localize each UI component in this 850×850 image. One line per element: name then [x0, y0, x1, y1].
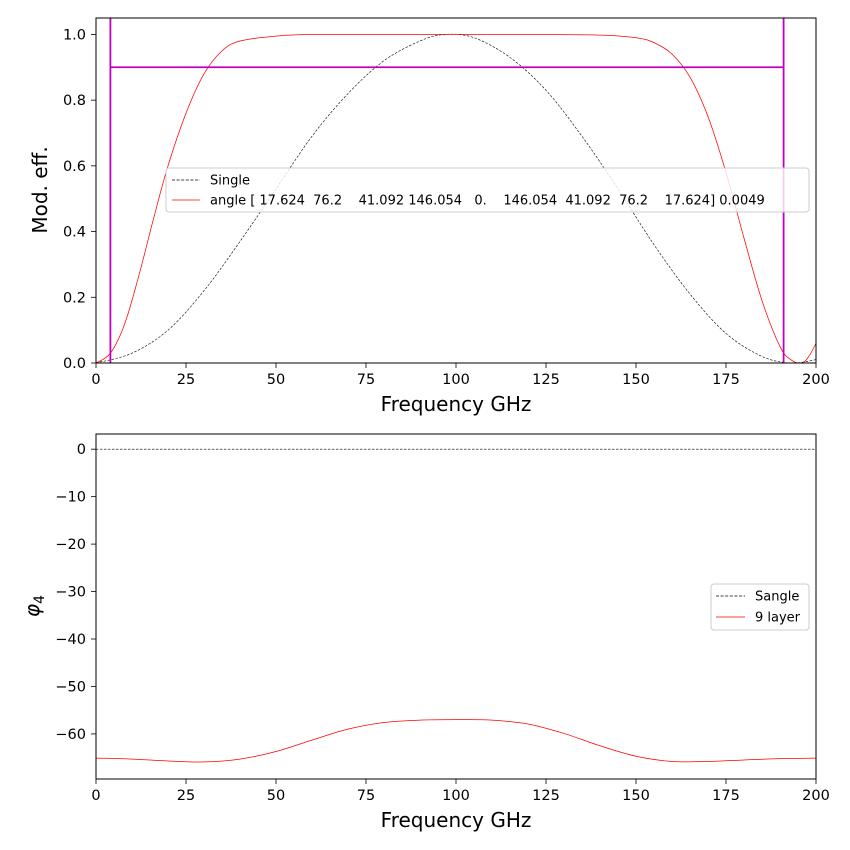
- bottom-legend-label-sangle: Sangle: [755, 590, 799, 605]
- top-x-tick-label: 200: [802, 372, 830, 388]
- top-y-tick-label: 0.2: [63, 290, 86, 306]
- top-y-ticks: 0.0 0.2 0.4 0.6 0.8 1.0: [63, 27, 96, 372]
- bottom-y-tick-label: 0: [77, 442, 86, 458]
- top-y-tick-label: 0.0: [63, 356, 86, 372]
- top-x-tick-label: 150: [622, 372, 650, 388]
- top-x-tick-label: 25: [177, 372, 195, 388]
- bottom-x-tick-label: 175: [712, 788, 740, 804]
- top-x-tick-label: 100: [442, 372, 470, 388]
- top-x-tick-label: 175: [712, 372, 740, 388]
- bottom-legend: Sangle 9 layer: [710, 583, 810, 631]
- top-x-tick-label: 50: [267, 372, 285, 388]
- bottom-x-ticks: 0 25 50 75 100 125 150 175 200: [91, 779, 830, 804]
- bottom-legend-box: [710, 583, 810, 631]
- top-series-line-2: [96, 33, 816, 363]
- bottom-plot-frame: [95, 433, 817, 780]
- top-plot-data: [96, 18, 816, 363]
- top-y-axis-label: Mod. eff.: [28, 146, 52, 233]
- top-y-tick-label: 0.8: [63, 93, 86, 109]
- top-x-tick-label: 75: [357, 372, 375, 388]
- top-legend: Single angle [ 17.624 76.2 41.092 146.05…: [165, 167, 810, 213]
- bottom-x-tick-label: 50: [267, 788, 285, 804]
- top-y-tick-label: 0.6: [63, 159, 86, 175]
- top-legend-box: [165, 167, 810, 213]
- bottom-y-tick-label: −10: [55, 490, 86, 506]
- top-legend-label-single: Single: [210, 174, 250, 189]
- bottom-y-tick-label: −40: [55, 632, 86, 648]
- bottom-x-tick-label: 150: [622, 788, 650, 804]
- top-x-tick-label: 125: [532, 372, 560, 388]
- top-x-tick-label: 0: [91, 372, 100, 388]
- bottom-x-tick-label: 200: [802, 788, 830, 804]
- bottom-x-tick-label: 75: [357, 788, 375, 804]
- top-legend-label-angle: angle [ 17.624 76.2 41.092 146.054 0. 14…: [210, 194, 765, 209]
- top-x-ticks: 0 25 50 75 100 125 150 175 200: [91, 363, 830, 388]
- bottom-x-axis-label: Frequency GHz: [381, 808, 532, 832]
- bottom-x-tick-label: 100: [442, 788, 470, 804]
- bottom-y-ticks: 0 −10 −20 −30 −40 −50 −60: [55, 442, 96, 743]
- top-y-tick-label: 1.0: [63, 27, 86, 43]
- bottom-plot: 0 25 50 75 100 125 150 175 200 0 −10 −20 −30 −40 −50 −…: [20, 433, 830, 832]
- bottom-y-tick-label: −60: [55, 727, 86, 743]
- top-plot: 0 25 50 75 100 125 150 175 200 0.0 0.2 0.4 0.6 0.8 1.…: [28, 17, 830, 416]
- bottom-x-tick-label: 25: [177, 788, 195, 804]
- top-y-tick-label: 0.4: [63, 225, 86, 241]
- bottom-x-tick-label: 0: [91, 788, 100, 804]
- bottom-y-tick-label: −20: [55, 537, 86, 553]
- bottom-plot-data: [96, 448, 816, 763]
- bottom-x-tick-label: 125: [532, 788, 560, 804]
- bottom-y-axis-label: φ4: [20, 595, 48, 617]
- bottom-y-tick-label: −30: [55, 585, 86, 601]
- bottom-y-tick-label: −50: [55, 679, 86, 695]
- bottom-series-line-2: [96, 719, 816, 763]
- bottom-legend-label-9layer: 9 layer: [755, 611, 801, 626]
- top-x-axis-label: Frequency GHz: [381, 392, 532, 416]
